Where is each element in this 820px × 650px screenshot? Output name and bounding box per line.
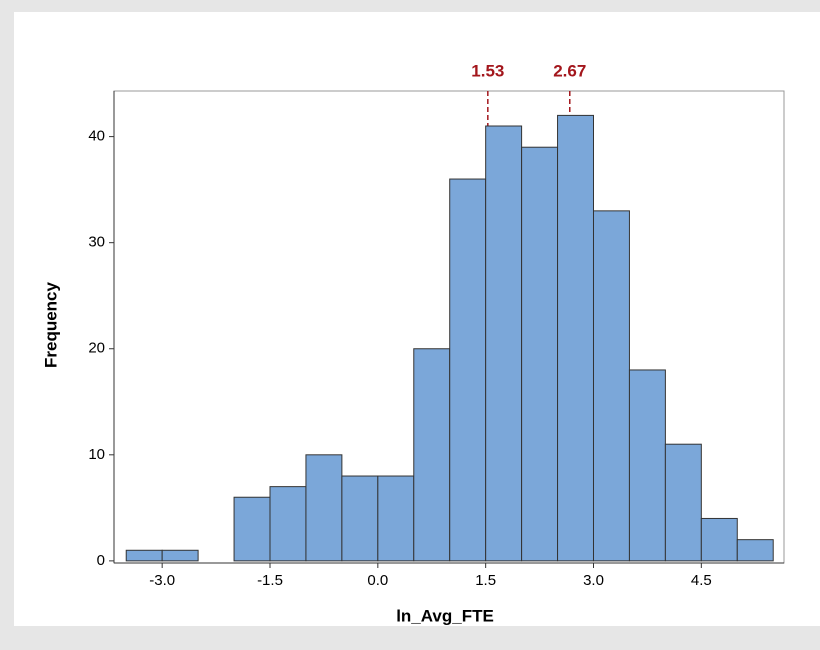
y-tick-label: 0: [97, 552, 105, 569]
bar: [557, 114, 594, 562]
x-tick-label: 4.5: [691, 572, 712, 589]
y-tick-label: 10: [88, 446, 105, 463]
bar: [664, 443, 702, 562]
bar: [736, 539, 774, 562]
x-tick-label: -3.0: [149, 572, 175, 589]
bar: [377, 475, 415, 562]
bar: [700, 517, 738, 562]
y-tick-label: 30: [88, 234, 105, 251]
x-tick-label: 3.0: [583, 572, 604, 589]
y-tick-label: 20: [88, 340, 105, 357]
x-tick-label: 1.5: [475, 572, 496, 589]
x-tick-label: 0.0: [367, 572, 388, 589]
bar: [485, 125, 523, 562]
bar: [592, 210, 630, 562]
bar: [521, 146, 559, 562]
x-axis-label: ln_Avg_FTE: [396, 606, 494, 625]
bar: [125, 549, 163, 562]
bar: [628, 369, 666, 562]
bar: [269, 486, 307, 562]
bar: [305, 454, 343, 562]
reference-label: 1.53: [471, 61, 504, 80]
bar: [161, 549, 199, 562]
bar: [449, 178, 487, 562]
y-axis-label: Frequency: [41, 281, 60, 368]
bar: [233, 496, 271, 562]
reference-label: 2.67: [553, 61, 586, 80]
bar: [341, 475, 379, 562]
bar: [413, 348, 451, 562]
x-tick-label: -1.5: [257, 572, 283, 589]
y-tick-label: 40: [88, 128, 105, 145]
